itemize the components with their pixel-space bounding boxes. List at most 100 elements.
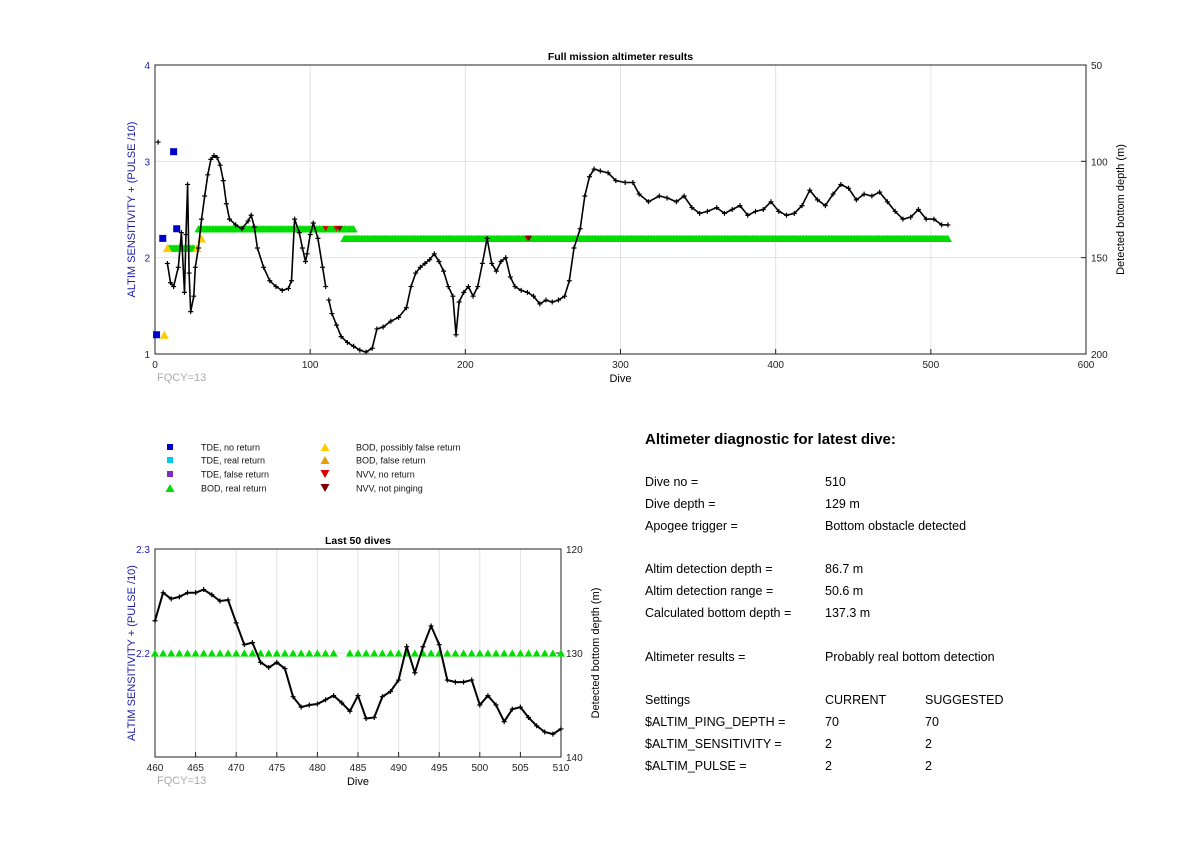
depth-point (799, 203, 805, 209)
depth-point (477, 702, 483, 708)
depth-point (289, 278, 295, 284)
depth-point (613, 178, 619, 184)
bod-real-marker (345, 649, 354, 657)
depth-point (214, 154, 220, 160)
bod-possibly-false-marker (162, 243, 172, 253)
depth-point (714, 205, 720, 211)
depth-point (681, 193, 687, 199)
depth-line (328, 168, 948, 353)
depth-point (605, 170, 611, 176)
legend-marker (320, 469, 330, 479)
bod-real-marker (159, 649, 168, 657)
last50-x-tick-label: 490 (390, 763, 407, 774)
depth-point (445, 284, 451, 290)
depth-point (622, 180, 628, 186)
main-y-right-tick-label: 150 (1091, 254, 1108, 265)
depth-point (571, 245, 577, 251)
depth-point (465, 284, 471, 290)
bod-real-marker (256, 649, 265, 657)
depth-point (184, 590, 190, 596)
depth-point (175, 264, 181, 270)
detection-depth-value: 86.7 m (825, 562, 864, 576)
depth-point (191, 293, 197, 299)
bod-real-marker (297, 649, 306, 657)
bod-real-marker (516, 649, 525, 657)
depth-point (456, 299, 462, 305)
last50-data (151, 587, 565, 737)
depth-point (387, 688, 393, 694)
last50-x-tick-label: 480 (309, 763, 326, 774)
last50-x-tick-label: 475 (268, 763, 285, 774)
bod-real-marker (532, 649, 541, 657)
depth-point (776, 208, 782, 214)
main-x-tick-label: 600 (1078, 360, 1095, 371)
depth-point (298, 704, 304, 710)
pulse-current: 2 (825, 759, 832, 773)
depth-point (202, 193, 208, 199)
depth-point (380, 324, 386, 330)
depth-point (542, 729, 548, 735)
sensitivity-label: $ALTIM_SENSITIVITY = (645, 737, 782, 751)
depth-point (351, 343, 357, 349)
depth-point (292, 216, 298, 222)
depth-point (413, 270, 419, 276)
last50-x-tick-label: 500 (471, 763, 488, 774)
depth-point (577, 226, 583, 232)
depth-point (531, 293, 537, 299)
depth-point (193, 590, 199, 596)
main-x-tick-label: 0 (152, 360, 158, 371)
bod-real-marker (232, 649, 241, 657)
bod-real-marker (215, 649, 224, 657)
depth-point (915, 207, 921, 212)
depth-point (673, 199, 679, 205)
main-y-left-tick-label: 3 (144, 157, 150, 168)
bod-real-marker (329, 649, 338, 657)
depth-point (566, 278, 572, 284)
depth-point (450, 293, 456, 299)
depth-point (630, 180, 636, 186)
last50-x-tick-label: 510 (553, 763, 570, 774)
bod-real-marker (459, 649, 468, 657)
depth-point (307, 232, 313, 238)
depth-point (877, 189, 883, 195)
depth-point (261, 264, 267, 270)
bod-real-marker (151, 649, 159, 657)
depth-point (408, 284, 414, 290)
depth-point (428, 623, 434, 629)
bod-real-marker (349, 225, 358, 233)
results-label: Altimeter results = (645, 650, 746, 664)
bod-real-marker (475, 649, 484, 657)
bod-real-marker (272, 649, 281, 657)
depth-point (266, 665, 272, 671)
tde-no-return-marker (153, 331, 161, 339)
main-y-right-tick-label: 200 (1091, 350, 1108, 361)
depth-point (183, 232, 189, 238)
depth-point (334, 322, 340, 328)
depth-point (807, 187, 813, 193)
depth-point (768, 199, 774, 205)
depth-point (908, 214, 914, 220)
bod-real-marker (427, 649, 436, 657)
depth-point (217, 162, 223, 168)
depth-point (338, 334, 344, 340)
detection-range-value: 50.6 m (825, 584, 864, 598)
ping-depth-current: 70 (825, 715, 839, 729)
depth-point (404, 644, 410, 650)
depth-point (555, 297, 561, 303)
depth-point (176, 594, 182, 600)
depth-point (403, 305, 409, 311)
detection-depth-label: Altim detection depth = (645, 562, 773, 576)
main-y-left-tick-label: 1 (144, 350, 150, 361)
last50-x-axis-label: Dive (347, 776, 369, 788)
dive-depth-label: Dive depth = (645, 497, 716, 511)
depth-point (420, 644, 426, 650)
depth-point (355, 693, 361, 699)
depth-point (220, 178, 226, 184)
depth-point (164, 260, 170, 266)
depth-point (484, 235, 490, 241)
depth-point (320, 264, 326, 270)
depth-point (296, 230, 302, 236)
depth-point (326, 297, 332, 303)
depth-point (427, 257, 433, 263)
depth-point (507, 274, 513, 280)
